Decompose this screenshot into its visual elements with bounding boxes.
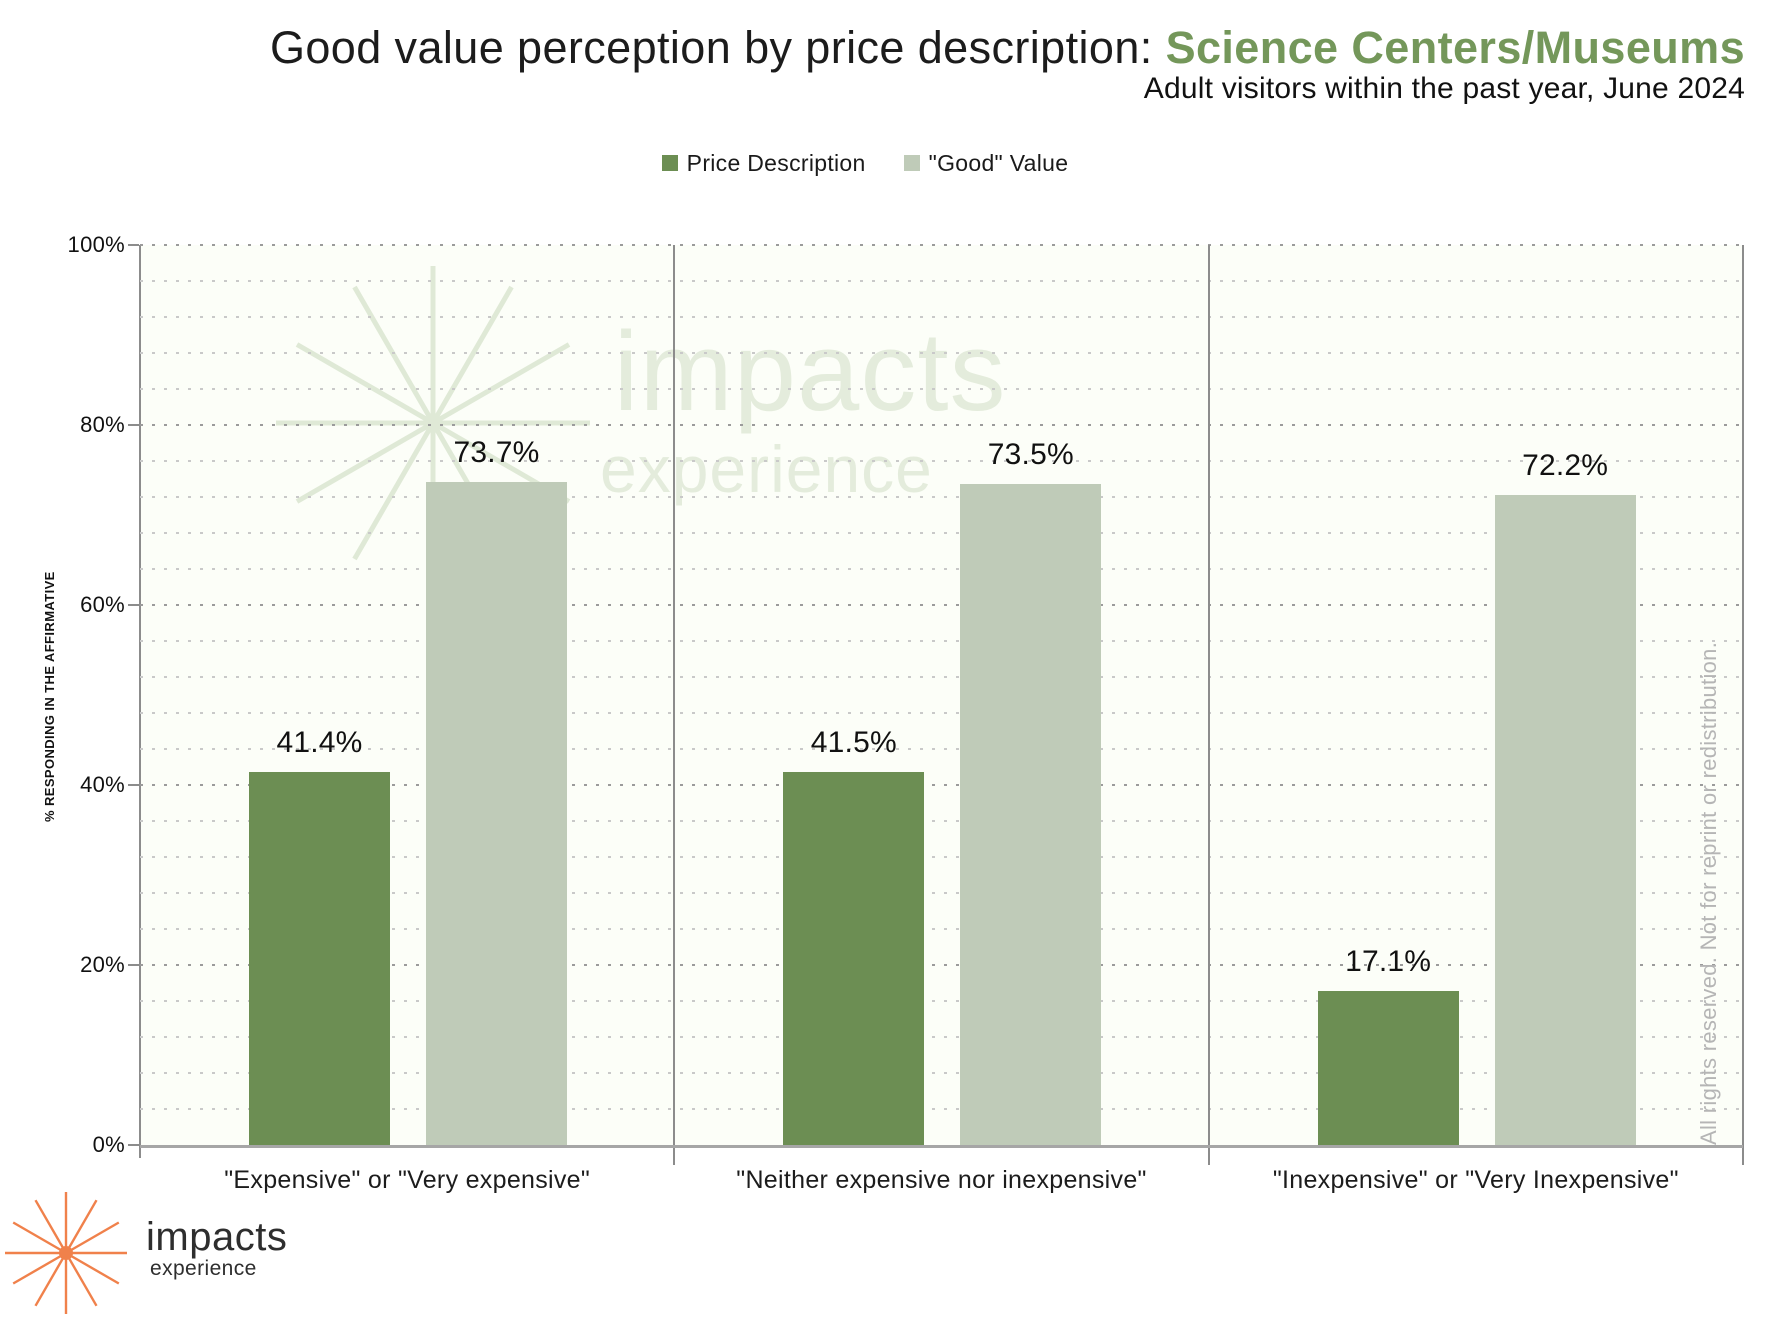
y-axis-line: [139, 245, 141, 1158]
minor-gridline: [140, 640, 1743, 642]
minor-gridline: [140, 820, 1743, 822]
logo-name: impacts: [146, 1215, 288, 1259]
x-axis-baseline: [140, 1145, 1743, 1148]
chart-legend: Price Description "Good" Value: [0, 148, 1730, 178]
bar-good-value-1: [960, 483, 1102, 1145]
watermark-text-sub: experience: [600, 432, 933, 506]
minor-gridline: [140, 460, 1743, 462]
minor-gridline: [140, 316, 1743, 318]
minor-gridline: [140, 1108, 1743, 1110]
bar-price-description-0: [249, 772, 390, 1145]
legend-label: Price Description: [686, 149, 866, 176]
watermark-text: impacts: [613, 309, 1007, 434]
chart-plot-area: % RESPONDING IN THE AFFIRMATIVE impacts …: [42, 232, 1744, 1194]
minor-gridline: [140, 676, 1743, 678]
bar-good-value-2: [1494, 495, 1636, 1145]
minor-gridline: [140, 712, 1743, 714]
rights-notice: All rights reserved. Not for reprint or …: [1696, 641, 1721, 1145]
minor-gridline: [140, 892, 1743, 894]
legend-item-0: Price Description: [661, 149, 866, 177]
category-label-1: "Neither expensive nor inexpensive": [736, 1166, 1147, 1194]
category-separator: [673, 245, 676, 1165]
minor-gridline: [140, 1000, 1743, 1002]
bar-value-label: 17.1%: [1345, 945, 1432, 979]
bar-good-value-0: [426, 481, 567, 1145]
major-gridline: [140, 244, 1743, 246]
bar-value-label: 41.5%: [810, 725, 897, 759]
y-tick-mark: [128, 604, 139, 606]
plot-right-border: [1742, 245, 1744, 1165]
y-tick-label: 0%: [92, 1132, 125, 1157]
y-tick-label: 60%: [80, 592, 125, 617]
legend-swatch-icon: [903, 155, 920, 171]
legend-swatch-icon: [661, 155, 678, 171]
bar-price-description-1: [783, 771, 925, 1145]
major-gridline: [140, 424, 1743, 426]
major-gridline: [140, 604, 1743, 606]
minor-gridline: [140, 1072, 1743, 1074]
minor-gridline: [140, 856, 1743, 858]
legend-label: "Good" Value: [928, 149, 1069, 176]
minor-gridline: [140, 388, 1743, 390]
minor-gridline: [140, 280, 1743, 282]
bar-value-label: 73.5%: [987, 437, 1074, 471]
minor-gridline: [140, 496, 1743, 498]
bar-value-label: 41.4%: [276, 726, 363, 760]
y-tick-label: 20%: [80, 952, 125, 977]
y-tick-mark: [128, 424, 139, 426]
minor-gridline: [140, 568, 1743, 570]
category-label-0: "Expensive" or "Very expensive": [224, 1166, 591, 1194]
bar-price-description-2: [1317, 991, 1459, 1145]
page-title-prefix: Good value perception by price descripti…: [269, 22, 1166, 73]
page-subtitle: Adult visitors within the past year, Jun…: [1143, 72, 1745, 105]
logo-subname: experience: [150, 1257, 257, 1280]
page-title: Good value perception by price descripti…: [40, 22, 1745, 74]
y-tick-label: 100%: [67, 232, 125, 257]
y-tick-label: 80%: [80, 412, 125, 437]
logo-starburst-icon: [5, 1192, 127, 1314]
y-tick-mark: [128, 964, 139, 966]
page-title-highlight: Science Centers/Museums: [1165, 22, 1745, 73]
minor-gridline: [140, 352, 1743, 354]
bar-value-label: 72.2%: [1522, 449, 1609, 483]
major-gridline: [140, 784, 1743, 786]
minor-gridline: [140, 532, 1743, 534]
bar-value-label: 73.7%: [453, 435, 540, 469]
major-gridline: [140, 964, 1743, 966]
y-tick-mark: [128, 244, 139, 246]
minor-gridline: [140, 928, 1743, 930]
minor-gridline: [140, 748, 1743, 750]
legend-item-1: "Good" Value: [903, 149, 1069, 177]
y-tick-mark: [128, 784, 139, 786]
category-separator: [1207, 245, 1210, 1165]
y-tick-label: 40%: [80, 772, 125, 797]
impacts-logo: impacts experience: [0, 1185, 420, 1320]
y-tick-mark: [128, 1144, 139, 1146]
category-label-2: "Inexpensive" or "Very Inexpensive": [1272, 1166, 1679, 1194]
minor-gridline: [140, 1036, 1743, 1038]
